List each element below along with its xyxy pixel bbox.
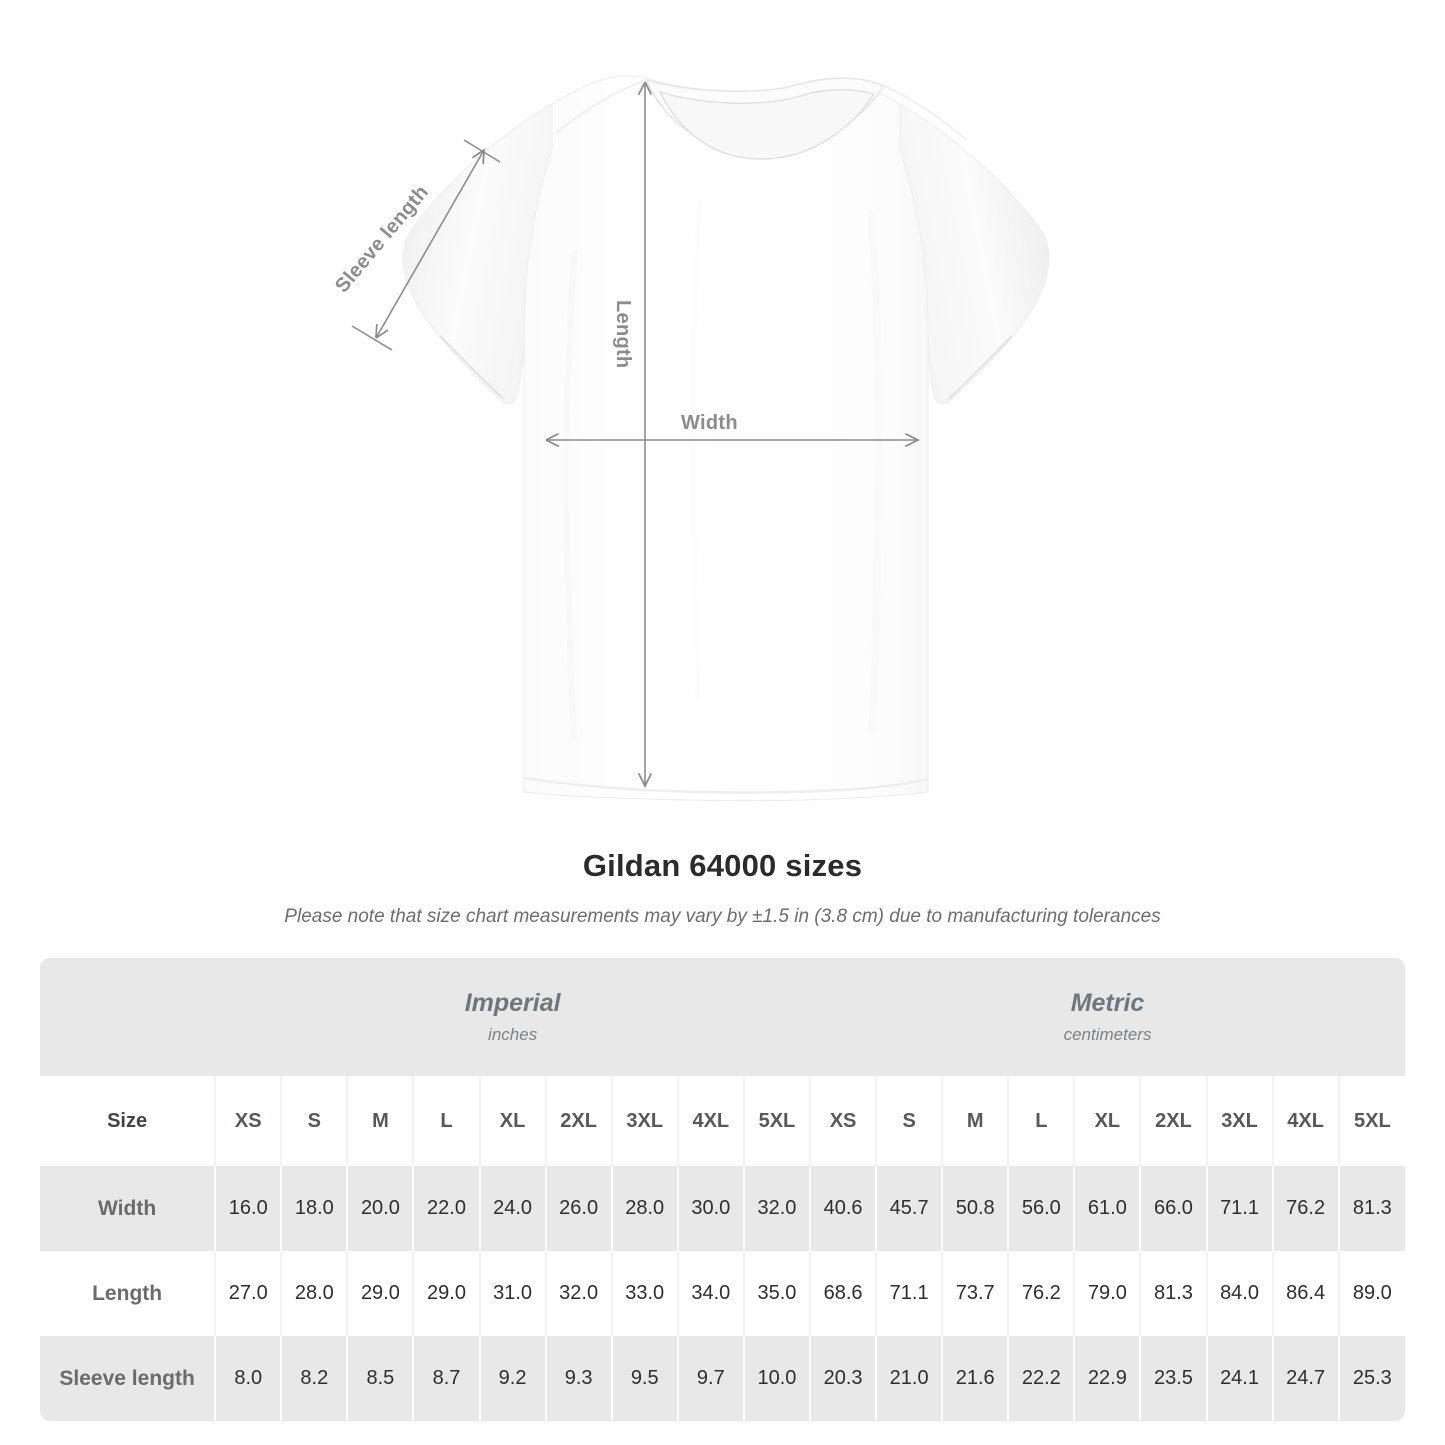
table-cell: 22.9: [1073, 1336, 1141, 1421]
size-header-cell: S: [280, 1076, 348, 1166]
table-cell: 23.5: [1139, 1336, 1207, 1421]
size-header-cell: XS: [809, 1076, 877, 1166]
unit-header-row: Imperial inches Metric centimeters: [40, 958, 1405, 1076]
size-header-cell: 4XL: [1271, 1076, 1339, 1166]
table-cell: 10.0: [742, 1336, 811, 1421]
table-cell: 45.7: [875, 1166, 943, 1251]
table-cell: 8.7: [412, 1336, 480, 1421]
page-title: Gildan 64000 sizes: [582, 848, 863, 883]
table-cell: 71.1: [1205, 1166, 1273, 1251]
size-header-cell: 3XL: [1205, 1076, 1273, 1166]
size-header-cell: M: [941, 1076, 1009, 1166]
table-cell: 40.6: [809, 1166, 877, 1251]
row-label: Sleeve length: [40, 1336, 216, 1421]
table-cell: 8.0: [214, 1336, 282, 1421]
table-cell: 28.0: [610, 1166, 678, 1251]
table-cell: 73.7: [941, 1251, 1009, 1336]
table-cell: 34.0: [676, 1251, 744, 1336]
table-cell: 33.0: [610, 1251, 678, 1336]
length-label: Length: [612, 300, 634, 369]
table-cell: 50.8: [941, 1166, 1009, 1251]
table-cell: 89.0: [1337, 1251, 1405, 1336]
unit-sub-metric: centimeters: [1063, 1025, 1152, 1045]
table-cell: 68.6: [809, 1251, 877, 1336]
size-header-cell: L: [1007, 1076, 1075, 1166]
table-cell: 20.0: [346, 1166, 414, 1251]
table-cell: 20.3: [809, 1336, 877, 1421]
table-cell: 21.0: [875, 1336, 943, 1421]
size-header-cell: XL: [478, 1076, 546, 1166]
row-label: Width: [40, 1166, 216, 1251]
table-cell: 86.4: [1271, 1251, 1339, 1336]
table-cell: 32.0: [544, 1251, 612, 1336]
table-cell: 66.0: [1139, 1166, 1207, 1251]
table-cell: 8.5: [346, 1336, 414, 1421]
table-cell: 22.2: [1007, 1336, 1075, 1421]
table-row: Width 16.0 18.0 20.0 22.0 24.0 26.0 28.0 30.0 32.…: [40, 1166, 1405, 1251]
table-cell: 18.0: [280, 1166, 348, 1251]
table-cell: 8.2: [280, 1336, 348, 1421]
unit-name-metric: Metric: [1070, 988, 1145, 1017]
unit-header-metric: Metric centimeters: [810, 958, 1405, 1076]
table-cell: 29.0: [346, 1251, 414, 1336]
table-cell: 76.2: [1271, 1166, 1339, 1251]
table-cell: 9.2: [478, 1336, 546, 1421]
size-header-cell: M: [346, 1076, 414, 1166]
unit-sub-imperial: inches: [488, 1025, 538, 1045]
table-cell: 24.1: [1205, 1336, 1273, 1421]
table-cell: 21.6: [941, 1336, 1009, 1421]
table-cell: 76.2: [1007, 1251, 1075, 1336]
size-header-cell: XL: [1073, 1076, 1141, 1166]
table-cell: 24.7: [1271, 1336, 1339, 1421]
size-chart-table: Imperial inches Metric centimeters Size …: [40, 958, 1405, 1421]
size-header-cell: 2XL: [544, 1076, 612, 1166]
size-header-cell: 5XL: [742, 1076, 811, 1166]
unit-name-imperial: Imperial: [464, 988, 561, 1017]
table-cell: 28.0: [280, 1251, 348, 1336]
table-cell: 9.5: [610, 1336, 678, 1421]
table-cell: 31.0: [478, 1251, 546, 1336]
table-row: Sleeve length 8.0 8.2 8.5 8.7 9.2 9.3 9.5 9.7 10.…: [40, 1336, 1405, 1421]
table-cell: 32.0: [742, 1166, 811, 1251]
table-row: Length 27.0 28.0 29.0 29.0 31.0 32.0 33.0 34.0 35…: [40, 1251, 1405, 1336]
shirt-shape: [402, 75, 1050, 802]
unit-header-spacer: [40, 958, 216, 1076]
size-header-cell: 3XL: [610, 1076, 678, 1166]
tolerance-note: Please note that size chart measurements…: [284, 906, 1161, 927]
table-cell: 61.0: [1073, 1166, 1141, 1251]
size-header-row: Size XS S M L XL 2XL 3XL 4XL 5XL XS S M L XL 2XL 3XL 4XL…: [40, 1076, 1405, 1166]
unit-header-imperial: Imperial inches: [215, 958, 811, 1076]
size-table-wrap: Imperial inches Metric centimeters Size …: [40, 958, 1405, 1421]
width-label: Width: [681, 412, 738, 434]
sleeve-length-dimension: [351, 139, 501, 351]
title-block: Gildan 64000 sizes Please note that size…: [0, 830, 1445, 928]
table-cell: 79.0: [1073, 1251, 1141, 1336]
table-cell: 84.0: [1205, 1251, 1273, 1336]
table-cell: 16.0: [214, 1166, 282, 1251]
tshirt-diagram: Sleeve length Length Width: [330, 75, 1050, 802]
table-cell: 26.0: [544, 1166, 612, 1251]
size-header-cell: L: [412, 1076, 480, 1166]
size-header-label: Size: [40, 1076, 216, 1166]
size-header-cell: 2XL: [1139, 1076, 1207, 1166]
size-header-cell: XS: [214, 1076, 282, 1166]
tshirt-illustration: [351, 75, 1050, 802]
row-label: Length: [40, 1251, 216, 1336]
size-header-cell: S: [875, 1076, 943, 1166]
table-cell: 29.0: [412, 1251, 480, 1336]
table-cell: 30.0: [676, 1166, 744, 1251]
table-cell: 24.0: [478, 1166, 546, 1251]
size-header-cell: 4XL: [676, 1076, 744, 1166]
table-cell: 9.3: [544, 1336, 612, 1421]
table-cell: 22.0: [412, 1166, 480, 1251]
table-cell: 56.0: [1007, 1166, 1075, 1251]
table-cell: 25.3: [1337, 1336, 1405, 1421]
table-cell: 35.0: [742, 1251, 811, 1336]
size-header-cell: 5XL: [1337, 1076, 1405, 1166]
table-cell: 81.3: [1139, 1251, 1207, 1336]
table-cell: 9.7: [676, 1336, 744, 1421]
table-cell: 71.1: [875, 1251, 943, 1336]
table-cell: 27.0: [214, 1251, 282, 1336]
table-cell: 81.3: [1337, 1166, 1405, 1251]
